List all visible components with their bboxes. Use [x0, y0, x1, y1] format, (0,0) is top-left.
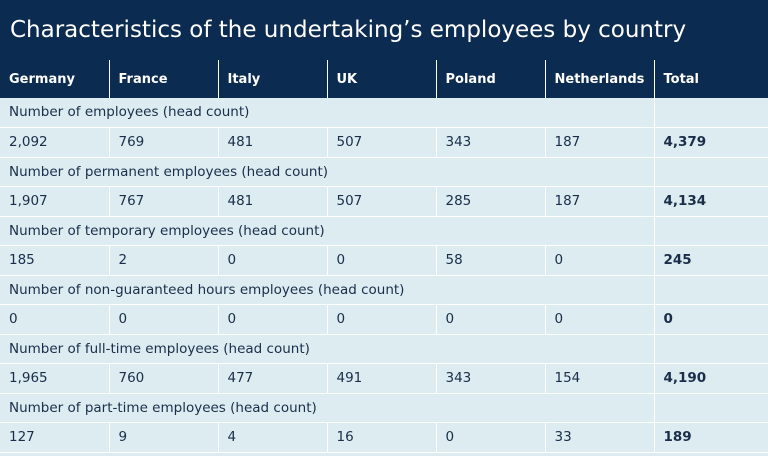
- value-cell: 477: [218, 363, 328, 394]
- value-cell: 2: [109, 245, 219, 276]
- total-spacer-cell: [653, 216, 768, 246]
- metric-label-row: Number of non-guaranteed hours employees…: [0, 275, 768, 305]
- value-cell: 0: [0, 304, 110, 335]
- value-cell: 769: [109, 127, 219, 158]
- value-cell: 0: [436, 304, 546, 335]
- metric-label: Number of permanent employees (head coun…: [0, 157, 654, 187]
- total-value-cell: 245: [654, 245, 768, 276]
- value-cell: 185: [0, 245, 110, 276]
- metric-label: Number of temporary employees (head coun…: [0, 216, 654, 246]
- value-cell: 481: [218, 186, 328, 217]
- total-value-cell: 0: [654, 304, 768, 335]
- value-cell: 2,092: [0, 127, 110, 158]
- page-title: Characteristics of the undertaking’s emp…: [0, 0, 768, 60]
- metric-label: Number of employees (head count): [0, 98, 654, 128]
- value-cell: 154: [545, 363, 655, 394]
- value-cell: 767: [109, 186, 219, 217]
- total-value-cell: 4,379: [654, 127, 768, 158]
- metric-label-row: Number of part-time employees (head coun…: [0, 393, 768, 423]
- total-spacer-cell: [653, 98, 768, 128]
- value-cell: 58: [436, 245, 546, 276]
- total-value-cell: 4,190: [654, 363, 768, 394]
- value-cell: 507: [327, 127, 437, 158]
- value-cell: 33: [545, 422, 655, 453]
- value-cell: 1,907: [0, 186, 110, 217]
- metric-value-row: 127 9 4 16 0 33 189: [0, 422, 768, 453]
- column-header-poland: Poland: [436, 60, 546, 98]
- metric-label-row: Number of permanent employees (head coun…: [0, 157, 768, 187]
- value-cell: 4: [218, 422, 328, 453]
- value-cell: 127: [0, 422, 110, 453]
- value-cell: 9: [109, 422, 219, 453]
- table-header-row: Germany France Italy UK Poland Netherlan…: [0, 60, 768, 98]
- value-cell: 187: [545, 127, 655, 158]
- value-cell: 0: [109, 304, 219, 335]
- value-cell: 16: [327, 422, 437, 453]
- total-spacer-cell: [653, 275, 768, 305]
- value-cell: 0: [218, 245, 328, 276]
- metric-label: Number of non-guaranteed hours employees…: [0, 275, 654, 305]
- metric-value-row: 1,965 760 477 491 343 154 4,190: [0, 363, 768, 394]
- metric-label: Number of full-time employees (head coun…: [0, 334, 654, 364]
- value-cell: 0: [545, 304, 655, 335]
- value-cell: 0: [327, 304, 437, 335]
- value-cell: 760: [109, 363, 219, 394]
- metric-value-row: 1,907 767 481 507 285 187 4,134: [0, 186, 768, 217]
- value-cell: 491: [327, 363, 437, 394]
- value-cell: 1,965: [0, 363, 110, 394]
- metric-label-row: Number of temporary employees (head coun…: [0, 216, 768, 246]
- value-cell: 0: [436, 422, 546, 453]
- column-header-netherlands: Netherlands: [545, 60, 655, 98]
- value-cell: 481: [218, 127, 328, 158]
- total-value-cell: 4,134: [654, 186, 768, 217]
- total-spacer-cell: [653, 334, 768, 364]
- metric-label: Number of part-time employees (head coun…: [0, 393, 654, 423]
- column-header-france: France: [109, 60, 219, 98]
- total-value-cell: 189: [654, 422, 768, 453]
- column-header-italy: Italy: [218, 60, 328, 98]
- value-cell: 0: [545, 245, 655, 276]
- value-cell: 187: [545, 186, 655, 217]
- value-cell: 343: [436, 127, 546, 158]
- column-header-total: Total: [663, 71, 700, 87]
- employees-table: Germany France Italy UK Poland Netherlan…: [0, 60, 768, 453]
- value-cell: 0: [327, 245, 437, 276]
- metric-label-row: Number of full-time employees (head coun…: [0, 334, 768, 364]
- column-header-germany: Germany: [0, 60, 110, 98]
- total-spacer-cell: [653, 157, 768, 187]
- column-header-uk: UK: [327, 60, 437, 98]
- value-cell: 507: [327, 186, 437, 217]
- value-cell: 285: [436, 186, 546, 217]
- metric-value-row: 185 2 0 0 58 0 245: [0, 245, 768, 276]
- value-cell: 343: [436, 363, 546, 394]
- value-cell: 0: [218, 304, 328, 335]
- metric-label-row: Number of employees (head count): [0, 98, 768, 128]
- metric-value-row: 2,092 769 481 507 343 187 4,379: [0, 127, 768, 158]
- total-spacer-cell: [653, 393, 768, 423]
